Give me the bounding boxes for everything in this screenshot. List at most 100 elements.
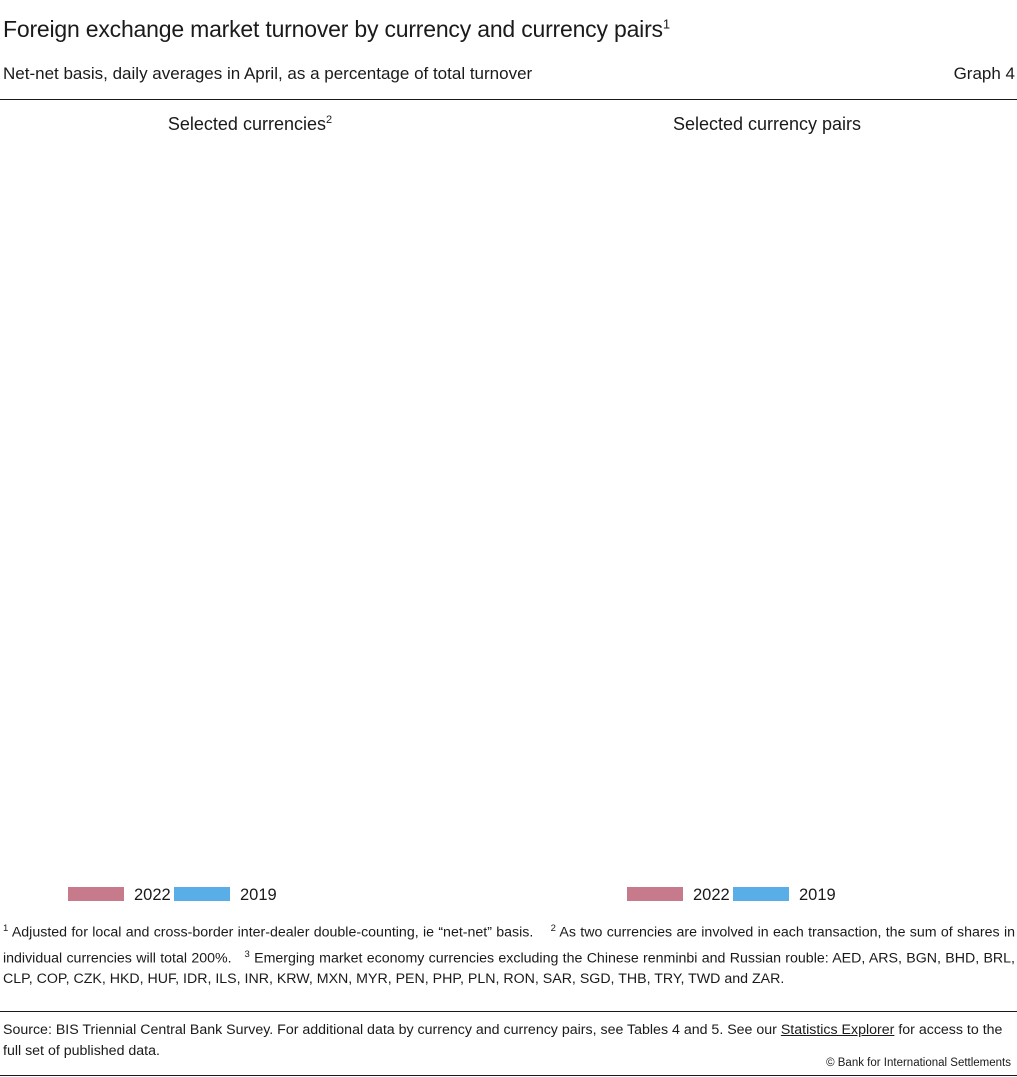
category-label: EUR/JPY <box>523 100 593 104</box>
category-label: EME3 <box>1 100 43 104</box>
data-label-2022: 6.4 <box>0 100 17 103</box>
data-label-2022: 22.7 <box>0 100 25 103</box>
axis-tick-label: 0 <box>0 100 5 104</box>
category-label: USD/CNY <box>521 100 595 104</box>
category-label: EUR <box>5 100 40 104</box>
legend-label-2019: 2019 <box>799 886 836 904</box>
axis-tick-label: 3 <box>0 100 5 104</box>
category-label: TWD <box>3 100 41 104</box>
legend-label-2019: 2019 <box>240 886 277 904</box>
axis-tick-label: 6 <box>0 100 5 104</box>
data-label-2022: 1.2 <box>0 100 17 103</box>
data-label-2022: 12.9 <box>0 100 24 103</box>
data-label-2022: 1.7 <box>0 100 18 103</box>
data-label-2022: 1.5 <box>0 100 17 103</box>
data-label-2022: 9.5 <box>0 100 17 103</box>
legend-swatch-2019 <box>733 887 789 901</box>
category-label: GBP <box>5 100 40 104</box>
graph-number: Graph 4 <box>953 64 1015 83</box>
title-footnote-mark: 2 <box>326 114 332 126</box>
category-label: HKD <box>5 100 40 104</box>
data-label-2019: 5.4 <box>0 100 17 103</box>
data-label-2019: 0.9 <box>0 100 17 103</box>
data-label-2022: 0.9 <box>0 100 17 103</box>
legend-swatch-2019 <box>174 887 230 901</box>
data-label-2019: 4.1 <box>0 100 17 103</box>
category-label: EUR/GBP <box>521 100 595 104</box>
data-label-2022: 13.5 <box>0 100 24 103</box>
data-label-2019: 4.4 <box>0 100 17 103</box>
category-label: USD/NZD <box>521 100 594 104</box>
data-label-2022: 6.6 <box>0 100 17 103</box>
axis-tick-label: 15 <box>0 100 9 104</box>
data-label-2019: 3.4 <box>0 100 17 103</box>
statistics-explorer-link[interactable]: Statistics Explorer <box>780 1022 895 1038</box>
data-label-2019: 24.0 <box>0 100 24 103</box>
panel-major: 02040608010088.588.3USD30.532.3EUR16.716… <box>0 100 497 104</box>
category-label: USD/TWD <box>520 100 597 104</box>
data-label-2022: 1.7 <box>0 100 18 103</box>
data-label-2019: 2.0 <box>0 100 17 103</box>
axis-tick-label: 20 <box>0 100 9 104</box>
data-label-2019: 1.7 <box>0 100 18 103</box>
category-label: CNY <box>5 100 40 104</box>
panel-minor: 03696.64.1 USD/CNY 5.54.4 USD/CAD 5.15.4 USD/… <box>0 100 1015 104</box>
data-label-2022: 88.5 <box>0 100 24 103</box>
category-label: USD/HKD <box>521 100 595 104</box>
data-label-2019: 1.9 <box>0 100 17 103</box>
footnotes: 1 Adjusted for local and cross-border in… <box>3 923 1015 988</box>
data-label-2022: 3.9 <box>0 100 17 103</box>
category-label: KRW <box>3 100 42 104</box>
copyright: © Bank for International Settlements <box>826 1057 1011 1069</box>
data-label-2019: 1.8 <box>0 100 17 103</box>
data-label-2022: 1.3 <box>0 100 17 103</box>
data-label-2019: 19.2 <box>0 100 24 103</box>
category-label: USD/CAD <box>521 100 595 104</box>
data-label-2019: 2.1 <box>0 100 17 103</box>
data-label-2019: 3.3 <box>0 100 17 103</box>
axis-tick-label: 20 <box>0 100 9 104</box>
axis-tick-label: 9 <box>0 100 5 104</box>
data-label-2022: 5.2 <box>0 100 17 103</box>
category-label: ZAR <box>6 100 39 104</box>
data-label-2022: 6.2 <box>0 100 17 103</box>
data-label-2019: 4.3 <box>0 100 17 103</box>
data-label-2019: 1.1 <box>0 100 17 103</box>
data-label-2022: 2.0 <box>0 100 17 103</box>
data-label-2022: 1.4 <box>0 100 17 103</box>
data-label-2022: 1.1 <box>0 100 17 103</box>
bottom-rule <box>0 1075 1017 1076</box>
axis-tick-label: 30 <box>0 100 9 104</box>
data-label-2022: 1.6 <box>0 100 17 103</box>
data-label-2022: 30.5 <box>0 100 24 103</box>
data-label-2022: 2.2 <box>0 100 17 103</box>
data-label-2022: 2.4 <box>0 100 17 103</box>
category-label: CAD <box>5 100 40 104</box>
data-label-2022: 1.1 <box>0 100 17 103</box>
data-label-2019: 2.0 <box>0 100 17 103</box>
chart-title: Foreign exchange market turnover by curr… <box>3 16 670 42</box>
chart-selected-currencies: Selected currencies2 02040608010088.588.3… <box>0 100 497 904</box>
data-label-2019: 2.0 <box>0 100 17 103</box>
data-label-2019: 16.8 <box>0 100 24 103</box>
data-label-2019: 88.3 <box>0 100 24 103</box>
axis-tick-label: 6 <box>0 100 5 104</box>
axis-tick-label: 0 <box>0 100 5 104</box>
charts-area: Selected currencies2 02040608010088.588.3… <box>0 100 1015 904</box>
axis-tick-label: 60 <box>0 100 9 104</box>
data-label-2019: 15.2 <box>0 100 24 103</box>
data-label-2019: 1.6 <box>0 100 17 103</box>
data-label-2022: 16.7 <box>0 100 25 103</box>
chart-panel-title: Selected currencies2 <box>168 114 332 134</box>
category-label: USD <box>5 100 40 104</box>
category-label: USD/KRW <box>519 100 597 104</box>
category-label: NZD <box>5 100 39 104</box>
axis-tick-label: 80 <box>0 100 9 104</box>
data-label-2022: 1.0 <box>0 100 17 103</box>
data-label-2019: 5.0 <box>0 100 17 103</box>
category-label: EUR/CHF <box>521 100 594 104</box>
data-label-2019: 32.3 <box>0 100 24 103</box>
data-label-2022: 1.4 <box>0 100 17 103</box>
legend-swatch-2022 <box>68 887 124 901</box>
data-label-2022: 2.4 <box>0 100 17 103</box>
